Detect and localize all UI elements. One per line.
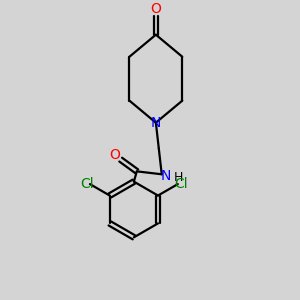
- Text: N: N: [151, 116, 161, 130]
- Text: N: N: [161, 169, 171, 183]
- Text: O: O: [110, 148, 120, 162]
- Text: Cl: Cl: [174, 177, 188, 191]
- Text: H: H: [174, 171, 183, 184]
- Text: O: O: [150, 2, 161, 16]
- Text: Cl: Cl: [80, 177, 94, 191]
